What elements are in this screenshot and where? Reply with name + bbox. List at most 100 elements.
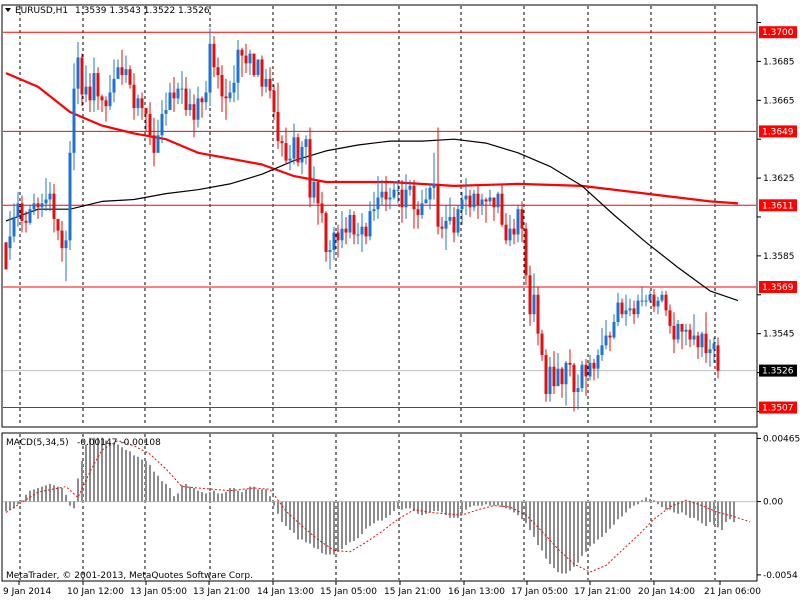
macd-histogram-bar xyxy=(85,444,87,502)
macd-histogram-bar xyxy=(669,501,671,510)
macd-values-label: -0.00147 -0.00108 xyxy=(77,438,161,448)
candle-body xyxy=(372,209,376,212)
macd-histogram-bar xyxy=(213,490,215,502)
macd-histogram-bar xyxy=(89,437,91,502)
price-tick-label: 1.3585 xyxy=(763,252,795,262)
macd-histogram-bar xyxy=(265,489,267,502)
candle-body xyxy=(56,218,60,231)
macd-histogram-bar xyxy=(93,437,95,502)
macd-histogram-bar xyxy=(121,447,123,502)
candle-body xyxy=(88,86,92,101)
macd-histogram-bar xyxy=(549,501,551,565)
candle-body xyxy=(64,240,68,249)
candle-body xyxy=(288,158,292,161)
macd-histogram-bar xyxy=(413,501,415,512)
macd-histogram-bar xyxy=(521,501,523,520)
candle-body xyxy=(504,224,508,241)
macd-histogram-bar xyxy=(169,487,171,502)
candle-body xyxy=(416,209,420,216)
macd-histogram-bar xyxy=(445,501,447,516)
candle-body xyxy=(364,226,368,237)
candle-body xyxy=(76,57,80,89)
macd-histogram-bar xyxy=(101,437,103,502)
macd-histogram-bar xyxy=(561,501,563,574)
candle-body xyxy=(660,294,664,301)
candle-body xyxy=(480,199,484,206)
macd-histogram-bar xyxy=(273,501,275,506)
candle-body xyxy=(400,189,404,208)
candle-body xyxy=(236,49,240,83)
macd-histogram-bar xyxy=(161,481,163,502)
candle-body xyxy=(352,215,356,235)
candle-body xyxy=(52,193,56,219)
candle-body xyxy=(432,183,436,188)
macd-histogram-bar xyxy=(329,501,331,555)
candle-body xyxy=(676,323,680,340)
macd-histogram-bar xyxy=(337,501,339,552)
macd-histogram-bar xyxy=(405,501,407,509)
candle-body xyxy=(124,69,128,76)
price-line-label: 1.3700 xyxy=(762,28,794,38)
macd-plot-frame xyxy=(1,432,758,582)
candle-body xyxy=(340,228,344,241)
candle-body xyxy=(248,53,252,64)
symbol-label: EURUSD,H1 xyxy=(15,6,68,16)
horizontal-price-lines[interactable]: 1.3700 1.3649 1.3611 1.3569 1.3507 1.3526 xyxy=(3,26,797,414)
macd-histogram-bar xyxy=(449,501,451,518)
candle-body xyxy=(668,310,672,326)
macd-histogram-bar xyxy=(361,501,363,535)
symbol-dropdown-icon[interactable] xyxy=(5,8,11,12)
candle-body xyxy=(388,197,392,200)
candle-body xyxy=(116,67,120,79)
macd-histogram-bar xyxy=(369,501,371,527)
candle-body xyxy=(472,193,476,208)
candle-body xyxy=(628,308,632,311)
candle-body xyxy=(716,345,720,371)
price-line-label-box xyxy=(759,125,797,138)
candle-body xyxy=(696,335,700,348)
macd-histogram-bar xyxy=(677,501,679,514)
macd-histogram-bar xyxy=(365,501,367,529)
macd-histogram-bar xyxy=(325,501,327,555)
macd-histogram-bar xyxy=(61,487,63,502)
candle-body xyxy=(412,185,416,210)
macd-histogram-bar xyxy=(153,471,155,502)
candle-body xyxy=(344,228,348,233)
macd-histogram-bar xyxy=(649,498,651,502)
macd-histogram-bar xyxy=(229,487,231,502)
candle-body xyxy=(256,59,260,76)
candle-body xyxy=(608,335,612,338)
candle-body xyxy=(552,366,556,387)
macd-histogram-bar xyxy=(289,501,291,531)
macd-signal-line xyxy=(5,439,751,573)
macd-histogram-bar xyxy=(485,501,487,505)
candle-body xyxy=(652,294,656,307)
macd-histogram-bar xyxy=(665,501,667,510)
time-label: 13 Jan 05:00 xyxy=(130,587,187,597)
macd-histogram-bar xyxy=(313,501,315,548)
macd-histogram-bar xyxy=(417,501,419,514)
macd-histogram-bar xyxy=(453,501,455,518)
macd-histogram-bar xyxy=(57,486,59,502)
candle-body xyxy=(604,335,608,346)
macd-histogram-bar xyxy=(357,501,359,539)
candle-body xyxy=(528,275,532,315)
macd-histogram-bar xyxy=(601,501,603,537)
macd-histogram-bar xyxy=(141,459,143,502)
candle-body xyxy=(568,362,572,365)
candle-body xyxy=(624,310,628,315)
macd-histogram-bar xyxy=(501,501,503,507)
time-label: 17 Jan 05:00 xyxy=(511,587,568,597)
macd-histogram-bar xyxy=(301,501,303,540)
candle-body xyxy=(296,137,300,163)
time-label: 16 Jan 13:00 xyxy=(448,587,505,597)
macd-histogram-bar xyxy=(97,437,99,502)
candle-body xyxy=(216,67,220,76)
price-line-label-box xyxy=(759,199,797,212)
candle-body xyxy=(328,250,332,252)
macd-histogram-bar xyxy=(425,501,427,514)
candle-body xyxy=(588,362,592,377)
candle-body xyxy=(456,209,460,233)
moving-average-black xyxy=(5,138,739,302)
